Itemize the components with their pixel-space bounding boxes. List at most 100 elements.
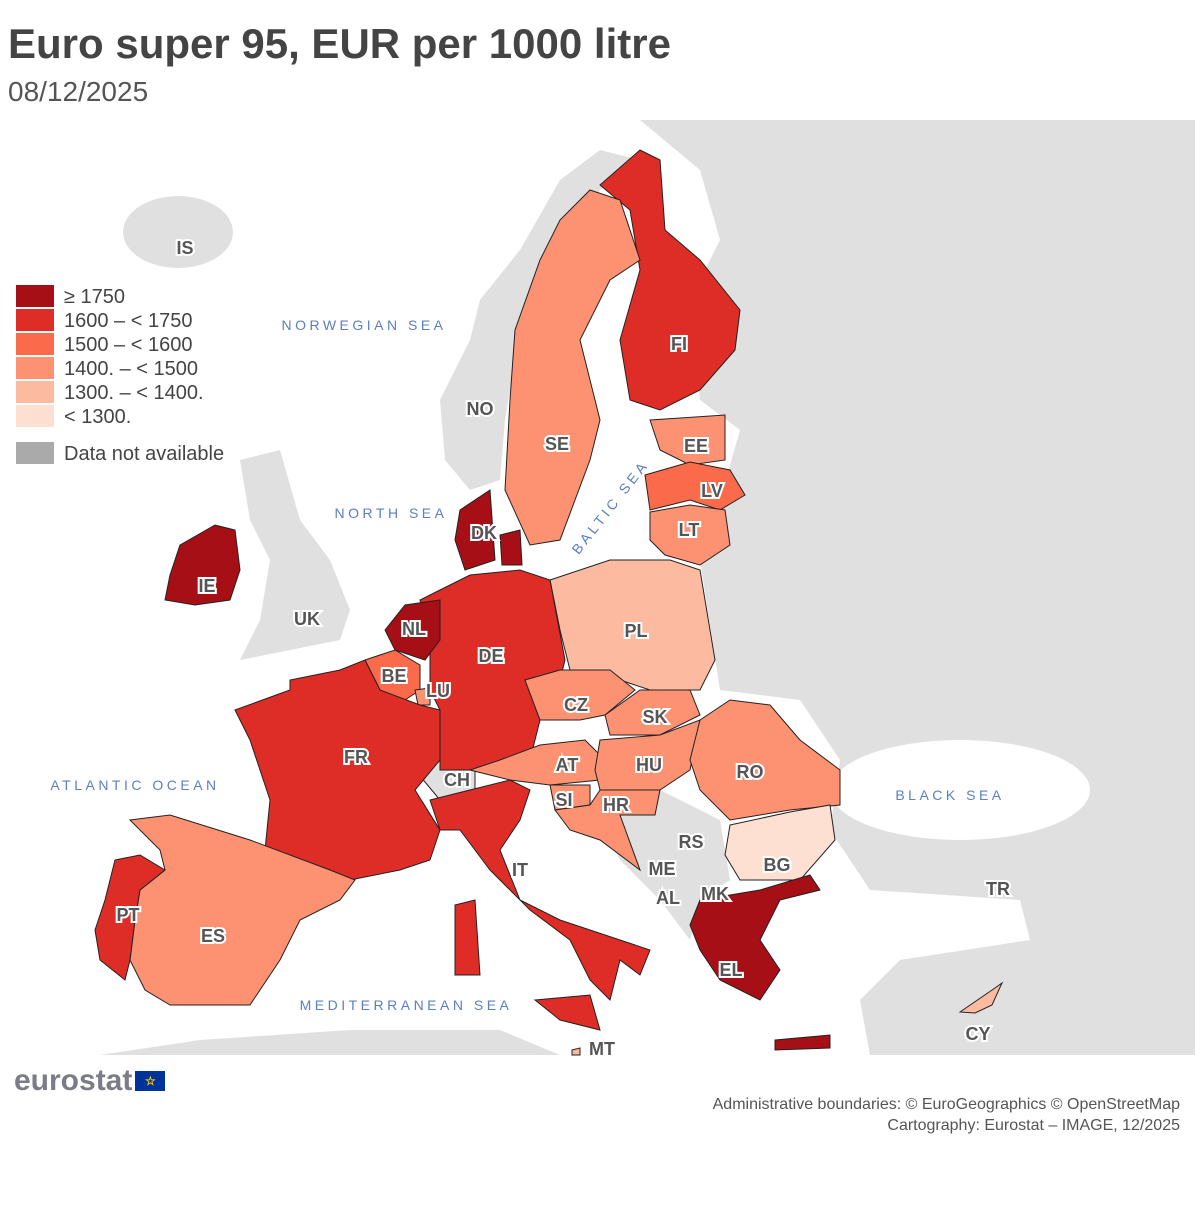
label-HU: HU [636,755,662,775]
country-HU[interactable] [594,719,701,791]
label-SK: SK [642,707,667,727]
legend-swatch [16,381,54,405]
label-EE: EE [684,436,708,456]
label-MT: MT [589,1039,615,1059]
label-UK: UK [294,609,320,629]
legend-label: 1500 – < 1600 [64,333,193,356]
legend-item: 1400. – < 1500 [16,357,224,381]
country-NO[interactable] [440,150,640,490]
label-BG: BG [764,855,791,875]
legend-items: ≥ 1750 1600 – < 1750 1500 – < 1600 1400. – … [16,285,224,429]
country-BG[interactable] [724,804,836,881]
legend-label: < 1300. [64,405,132,428]
label-LV: LV [701,481,723,501]
label-SI: SI [555,790,572,810]
legend-label: 1400. – < 1500 [64,357,199,380]
legend-swatch [16,309,54,333]
country-IT[interactable] [533,994,601,1031]
label-IT: IT [512,860,528,880]
label-PT: PT [116,905,139,925]
country-LT[interactable] [649,504,731,566]
label-ES: ES [201,926,225,946]
country-CZ[interactable] [524,669,636,721]
credits-boundaries: Administrative boundaries: © EuroGeograp… [712,1096,1180,1113]
country-DE[interactable] [419,569,566,771]
country-FI[interactable] [599,149,741,411]
eu-flag-icon: ☆ [135,1071,166,1091]
label-TR: TR [986,879,1010,899]
label-RS: RS [678,832,703,852]
label-CZ: CZ [564,695,588,715]
legend-item: 1500 – < 1600 [16,333,224,357]
country-UK[interactable] [240,450,350,660]
country-labels: IS NO UK CH RS ME AL MK TR FI SE EE LV L… [114,236,1012,1061]
country-LV[interactable] [644,461,746,511]
map-date: 08/12/2025 [8,76,149,107]
label-DE: DE [478,646,503,666]
label-DK: DK [471,523,497,543]
legend-item: 1300. – < 1400. [16,381,224,405]
legend-item-not-available: Data not available [16,442,224,466]
legend-swatch [16,357,54,381]
legend-swatch [16,285,54,309]
country-IE[interactable] [164,524,241,606]
country-RO[interactable] [689,699,841,821]
sea-label-mediterranean: MEDITERRANEAN SEA [300,997,513,1013]
label-BE: BE [381,666,406,686]
credits-cartography: Cartography: Eurostat – IMAGE, 12/2025 [887,1117,1180,1134]
country-SE[interactable] [504,189,641,546]
legend-swatch [16,405,54,429]
eu-countries [94,149,1004,1056]
country-DK[interactable] [454,489,496,571]
country-MT[interactable] [571,1047,581,1056]
country-IS[interactable] [123,196,233,268]
logo-text: eurostat [14,1064,133,1097]
label-LT: LT [679,520,700,540]
label-NO: NO [467,399,494,419]
sea-label-north: NORTH SEA [335,505,448,521]
map-title: Euro super 95, EUR per 1000 litre [8,20,671,67]
legend-item: 1600 – < 1750 [16,309,224,333]
label-RO: RO [737,762,764,782]
label-AT: AT [556,755,579,775]
label-FI: FI [671,334,687,354]
legend-swatch [16,442,54,466]
label-SE: SE [545,434,569,454]
country-IT[interactable] [454,899,481,976]
label-PL: PL [624,621,647,641]
country-LU[interactable] [414,687,431,706]
label-FR: FR [344,747,368,767]
legend-label: 1300. – < 1400. [64,381,204,404]
sea-label-atlantic: ATLANTIC OCEAN [50,777,219,793]
legend-item: ≥ 1750 [16,285,224,309]
label-IS: IS [176,238,193,258]
label-MK: MK [701,884,729,904]
legend: ≥ 1750 1600 – < 1750 1500 – < 1600 1400. – … [16,285,224,466]
label-IE: IE [198,576,215,596]
label-LU: LU [426,681,450,701]
country-EL[interactable] [689,874,821,1001]
legend-item: < 1300. [16,405,224,429]
country-PT[interactable] [94,854,166,981]
country-DK[interactable] [499,529,523,566]
label-CH: CH [444,770,470,790]
label-NL: NL [402,619,426,639]
label-EL: EL [719,960,742,980]
country-HR[interactable] [554,789,661,872]
eurostat-logo: eurostat ☆ [14,1064,166,1098]
label-CY: CY [965,1024,990,1044]
country-SK[interactable] [604,689,701,736]
legend-label: ≥ 1750 [64,285,126,308]
country-EE[interactable] [649,414,726,466]
country-EL[interactable] [774,1034,831,1051]
legend-label: 1600 – < 1750 [64,309,193,332]
sea-label-norwegian: NORWEGIAN SEA [281,317,446,333]
country-PL[interactable] [549,559,716,691]
sea-label-black: BLACK SEA [895,787,1004,803]
label-AL: AL [656,888,680,908]
label-ME: ME [649,859,676,879]
label-HR: HR [603,795,629,815]
country-IT[interactable] [429,779,651,1001]
country-CY[interactable] [958,981,1004,1014]
